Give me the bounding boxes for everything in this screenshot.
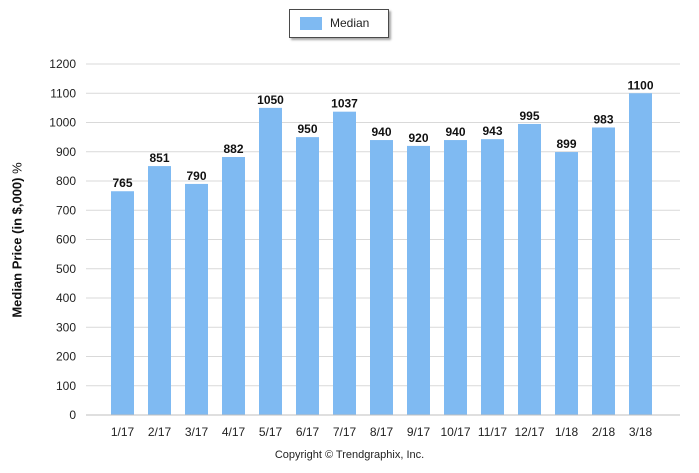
y-tick-label: 100 [56,379,76,393]
x-tick-label: 11/17 [478,425,507,439]
x-tick-label: 7/17 [333,425,357,439]
x-tick-label: 1/18 [555,425,579,439]
bar [407,145,430,415]
bar [185,183,208,415]
y-tick-label: 1100 [50,86,76,100]
y-axis-title-text: Median Price (in $,000) [9,177,25,318]
bar [444,140,467,416]
bar [296,137,319,415]
data-label: 1100 [627,78,653,92]
bar [148,166,171,415]
data-label: 882 [223,142,243,156]
bar [481,139,504,416]
y-tick-label: 200 [56,350,76,364]
data-label: 851 [149,151,169,165]
data-label: 950 [297,122,317,136]
x-tick-label: 6/17 [296,425,320,439]
data-label: 1050 [257,93,284,107]
data-label: 765 [112,176,132,190]
y-tick-label: 500 [56,262,76,276]
x-tick-label: 3/17 [185,425,209,439]
y-tick-label: 1200 [49,57,76,71]
y-tick-label: 700 [56,203,76,217]
data-label: 943 [482,124,502,138]
x-tick-label: 2/17 [148,425,172,439]
data-labels: 765 851 790 882 1050 950 1037 940 920 940 943 995 89… [112,78,653,190]
data-label: 920 [408,131,428,145]
legend-label-median: Median [330,16,370,30]
y-tick-label: 600 [56,233,76,247]
data-label: 1037 [331,97,358,111]
bar [333,111,356,416]
x-tick-label: 8/17 [370,425,394,439]
bars [111,93,652,416]
data-label: 899 [556,137,576,151]
x-tick-label: 1/17 [111,425,135,439]
data-label: 790 [186,169,206,183]
data-label: 940 [371,125,391,139]
data-label: 983 [593,112,613,126]
y-tick-label: 1000 [49,116,76,130]
x-tick-label: 3/18 [629,425,653,439]
y-tick-label: 0 [69,408,76,422]
y-tick-label: 800 [56,174,76,188]
data-label: 995 [519,109,539,123]
data-label: 940 [445,125,465,139]
y-tick-label: 300 [56,320,76,334]
y-axis-title-suffix: % [9,162,25,174]
bar [370,140,393,416]
y-tick-label: 400 [56,291,76,305]
x-tick-label: 4/17 [222,425,246,439]
bar [111,191,134,415]
bar [222,157,245,415]
bar [259,107,282,415]
legend-swatch [300,17,322,30]
x-tick-label: 5/17 [259,425,283,439]
bar [629,93,652,415]
bar [592,127,615,415]
x-tick-label: 10/17 [440,425,470,439]
legend: Median [289,9,389,38]
x-tick-label: 2/18 [592,425,616,439]
x-axis-ticks: 1/17 2/17 3/17 4/17 5/17 6/17 7/17 8/17 9/17 10/1… [111,425,653,439]
y-tick-label: 900 [56,145,76,159]
y-axis-ticks: 0 100 200 300 400 500 600 700 800 900 1000 1100 1200 [49,57,76,422]
bar [518,123,541,416]
bar [555,152,578,416]
copyright-text: Copyright © Trendgraphix, Inc. [274,449,425,461]
x-tick-label: 12/17 [514,425,544,439]
y-axis-title: Median Price (in $,000) % [10,162,25,317]
x-tick-label: 9/17 [407,425,431,439]
